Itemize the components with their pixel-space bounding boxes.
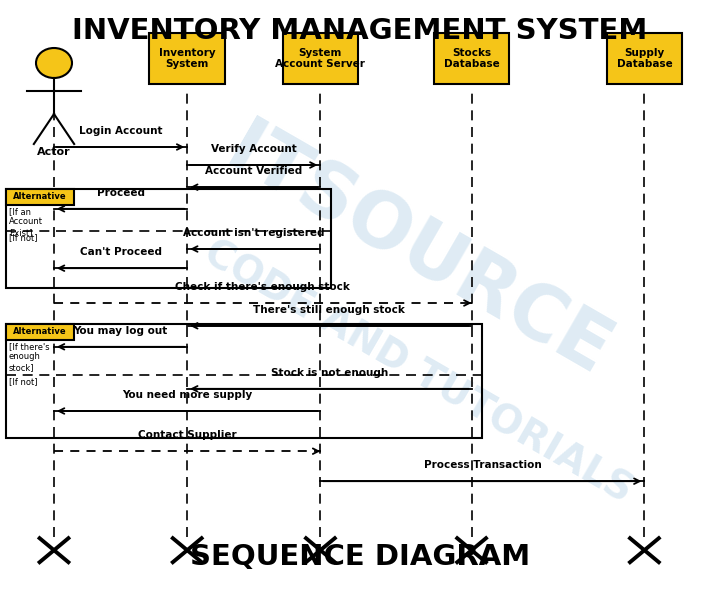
Text: SEQUENCE DIAGRAM: SEQUENCE DIAGRAM	[190, 543, 530, 571]
Text: [If not]: [If not]	[9, 377, 37, 386]
Text: Process Transaction: Process Transaction	[423, 460, 541, 470]
Bar	[6, 189, 331, 288]
Text: Check if there's enough stock: Check if there's enough stock	[176, 282, 350, 292]
Text: [If there's
enough
stock]: [If there's enough stock]	[9, 342, 49, 372]
Text: System
Account Server: System Account Server	[276, 48, 365, 69]
Bar	[6, 324, 74, 340]
Bar	[283, 33, 359, 84]
Text: ITSOURCE: ITSOURCE	[213, 113, 622, 391]
Text: INVENTORY MANAGEMENT SYSTEM: INVENTORY MANAGEMENT SYSTEM	[72, 17, 648, 45]
Text: Stock is not enough: Stock is not enough	[271, 368, 388, 378]
Text: Login Account: Login Account	[79, 126, 162, 136]
Text: Inventory
System: Inventory System	[159, 48, 215, 69]
Text: Actor: Actor	[37, 147, 71, 157]
Bar	[6, 189, 74, 205]
Text: [If an
Account
Exist]: [If an Account Exist]	[9, 207, 42, 237]
Text: Can't Proceed: Can't Proceed	[80, 247, 161, 257]
Text: You may log out: You may log out	[73, 326, 168, 336]
Text: You need more supply: You need more supply	[122, 390, 252, 400]
Text: Contact Supplier: Contact Supplier	[138, 430, 236, 440]
Text: Stocks
Database: Stocks Database	[444, 48, 500, 69]
Text: There's still enough stock: There's still enough stock	[253, 305, 405, 315]
Text: Account isn't registered: Account isn't registered	[183, 228, 325, 238]
Text: Account Verified: Account Verified	[205, 166, 302, 176]
Bar	[433, 33, 510, 84]
Bar	[606, 33, 683, 84]
Text: Alternative: Alternative	[13, 328, 67, 336]
Text: Supply
Database: Supply Database	[616, 48, 672, 69]
Bar	[6, 324, 482, 438]
Text: Alternative: Alternative	[13, 192, 67, 201]
Text: [If not]: [If not]	[9, 233, 37, 242]
Text: Verify Account: Verify Account	[211, 144, 297, 154]
Circle shape	[36, 48, 72, 78]
Text: CODE AND TUTORIALS: CODE AND TUTORIALS	[197, 233, 639, 511]
Text: Proceed: Proceed	[96, 188, 145, 198]
Bar	[150, 33, 225, 84]
